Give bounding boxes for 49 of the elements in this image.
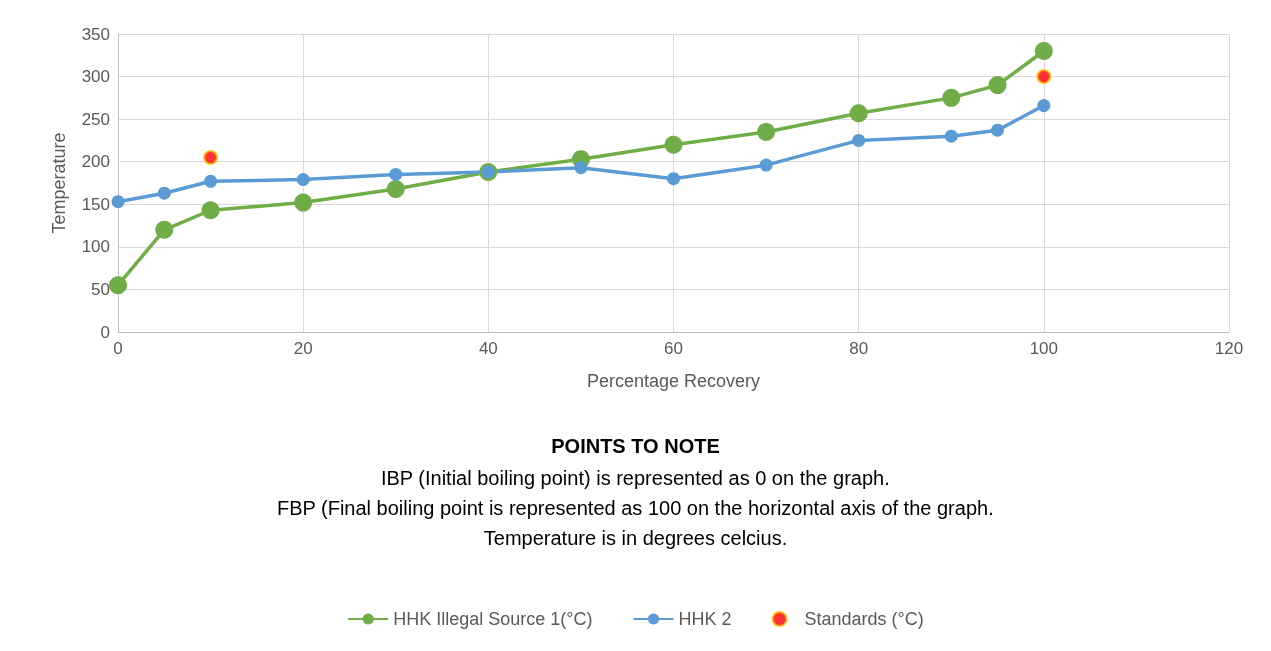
x-tick-label: 20	[293, 339, 313, 358]
y-tick-label: 150	[81, 194, 110, 214]
x-tick-label: 40	[478, 339, 498, 358]
x-tick-label: 100	[1029, 339, 1059, 358]
point	[849, 104, 868, 123]
point	[944, 129, 958, 143]
text: IBP (Initial boiling point) is represented as 0 on the graph.	[380, 467, 890, 489]
point	[1034, 42, 1053, 61]
point	[294, 193, 313, 212]
point	[157, 186, 171, 200]
point	[757, 122, 776, 141]
legend-label: HHK 2	[678, 609, 732, 629]
x-tick-label: 60	[664, 339, 683, 358]
point	[852, 133, 866, 147]
x-tick-label: 120	[1214, 339, 1244, 358]
point	[759, 158, 773, 172]
point	[204, 174, 218, 188]
y-axis-title: Temperature	[49, 132, 69, 234]
legend-label: Standards (°C)	[804, 609, 924, 629]
point	[1036, 69, 1052, 85]
point	[1037, 99, 1051, 113]
text: Temperature is in degrees celcius.	[483, 527, 788, 549]
point	[664, 135, 683, 154]
y-tick-label: 200	[81, 152, 110, 172]
point	[574, 161, 588, 175]
y-tick-label: 350	[81, 24, 110, 44]
point	[389, 167, 403, 181]
text: FBP (Final boiling point is represented as 100 on the horizontal axis of the graph.	[276, 497, 994, 519]
point	[988, 76, 1007, 95]
point	[203, 149, 219, 165]
point	[942, 88, 961, 107]
point	[155, 220, 174, 239]
y-tick-label: 100	[81, 237, 110, 257]
y-tick-label: 50	[91, 279, 110, 299]
point	[296, 173, 310, 187]
text: POINTS TO NOTE	[551, 435, 720, 457]
point	[991, 123, 1005, 137]
point	[386, 179, 405, 198]
x-axis-title: Percentage Recovery	[586, 371, 761, 391]
y-tick-label: 250	[81, 109, 110, 129]
point	[667, 172, 680, 186]
legend-label: HHK Illegal Source 1(°C)	[393, 609, 593, 629]
y-tick-label: 300	[81, 67, 110, 87]
point	[111, 195, 125, 209]
point	[201, 201, 220, 220]
x-tick-label: 0	[113, 339, 123, 358]
x-tick-label: 80	[849, 339, 869, 358]
point	[109, 276, 127, 295]
y-tick-label: 0	[100, 322, 110, 342]
